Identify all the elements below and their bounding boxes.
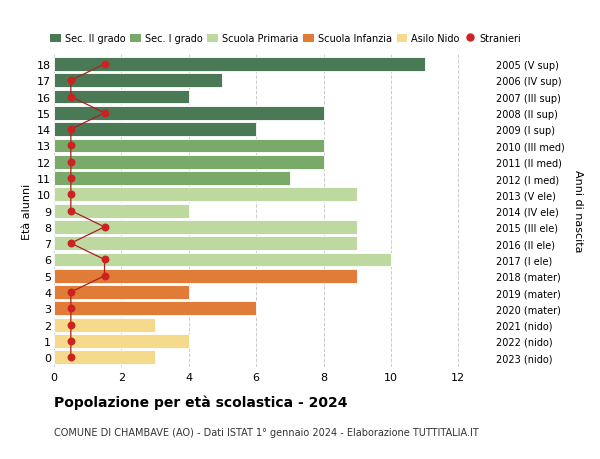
Text: Popolazione per età scolastica - 2024: Popolazione per età scolastica - 2024 <box>54 395 347 409</box>
Bar <box>54 285 189 299</box>
Point <box>66 305 76 312</box>
Point <box>66 142 76 150</box>
Bar <box>54 237 357 251</box>
Bar <box>54 156 323 169</box>
Bar <box>54 351 155 364</box>
Bar <box>54 90 189 104</box>
Point <box>66 126 76 134</box>
Point <box>66 207 76 215</box>
Point <box>66 159 76 166</box>
Point <box>100 256 109 263</box>
Point <box>66 321 76 329</box>
Bar <box>54 123 256 137</box>
Text: COMUNE DI CHAMBAVE (AO) - Dati ISTAT 1° gennaio 2024 - Elaborazione TUTTITALIA.I: COMUNE DI CHAMBAVE (AO) - Dati ISTAT 1° … <box>54 427 479 437</box>
Point <box>66 354 76 361</box>
Legend: Sec. II grado, Sec. I grado, Scuola Primaria, Scuola Infanzia, Asilo Nido, Stran: Sec. II grado, Sec. I grado, Scuola Prim… <box>50 34 521 44</box>
Bar <box>54 204 189 218</box>
Bar <box>54 172 290 185</box>
Point <box>66 78 76 85</box>
Bar <box>54 58 425 72</box>
Bar <box>54 269 357 283</box>
Bar <box>54 139 323 153</box>
Point <box>66 289 76 296</box>
Y-axis label: Anni di nascita: Anni di nascita <box>573 170 583 252</box>
Point <box>66 191 76 199</box>
Point <box>100 110 109 117</box>
Point <box>100 224 109 231</box>
Y-axis label: Età alunni: Età alunni <box>22 183 32 239</box>
Bar <box>54 302 256 316</box>
Bar <box>54 253 391 267</box>
Point <box>100 273 109 280</box>
Bar <box>54 334 189 348</box>
Point <box>100 61 109 68</box>
Point <box>66 175 76 182</box>
Bar <box>54 74 223 88</box>
Bar <box>54 106 323 121</box>
Bar <box>54 318 155 332</box>
Bar <box>54 188 357 202</box>
Bar <box>54 220 357 234</box>
Point <box>66 240 76 247</box>
Point <box>66 94 76 101</box>
Point <box>66 337 76 345</box>
